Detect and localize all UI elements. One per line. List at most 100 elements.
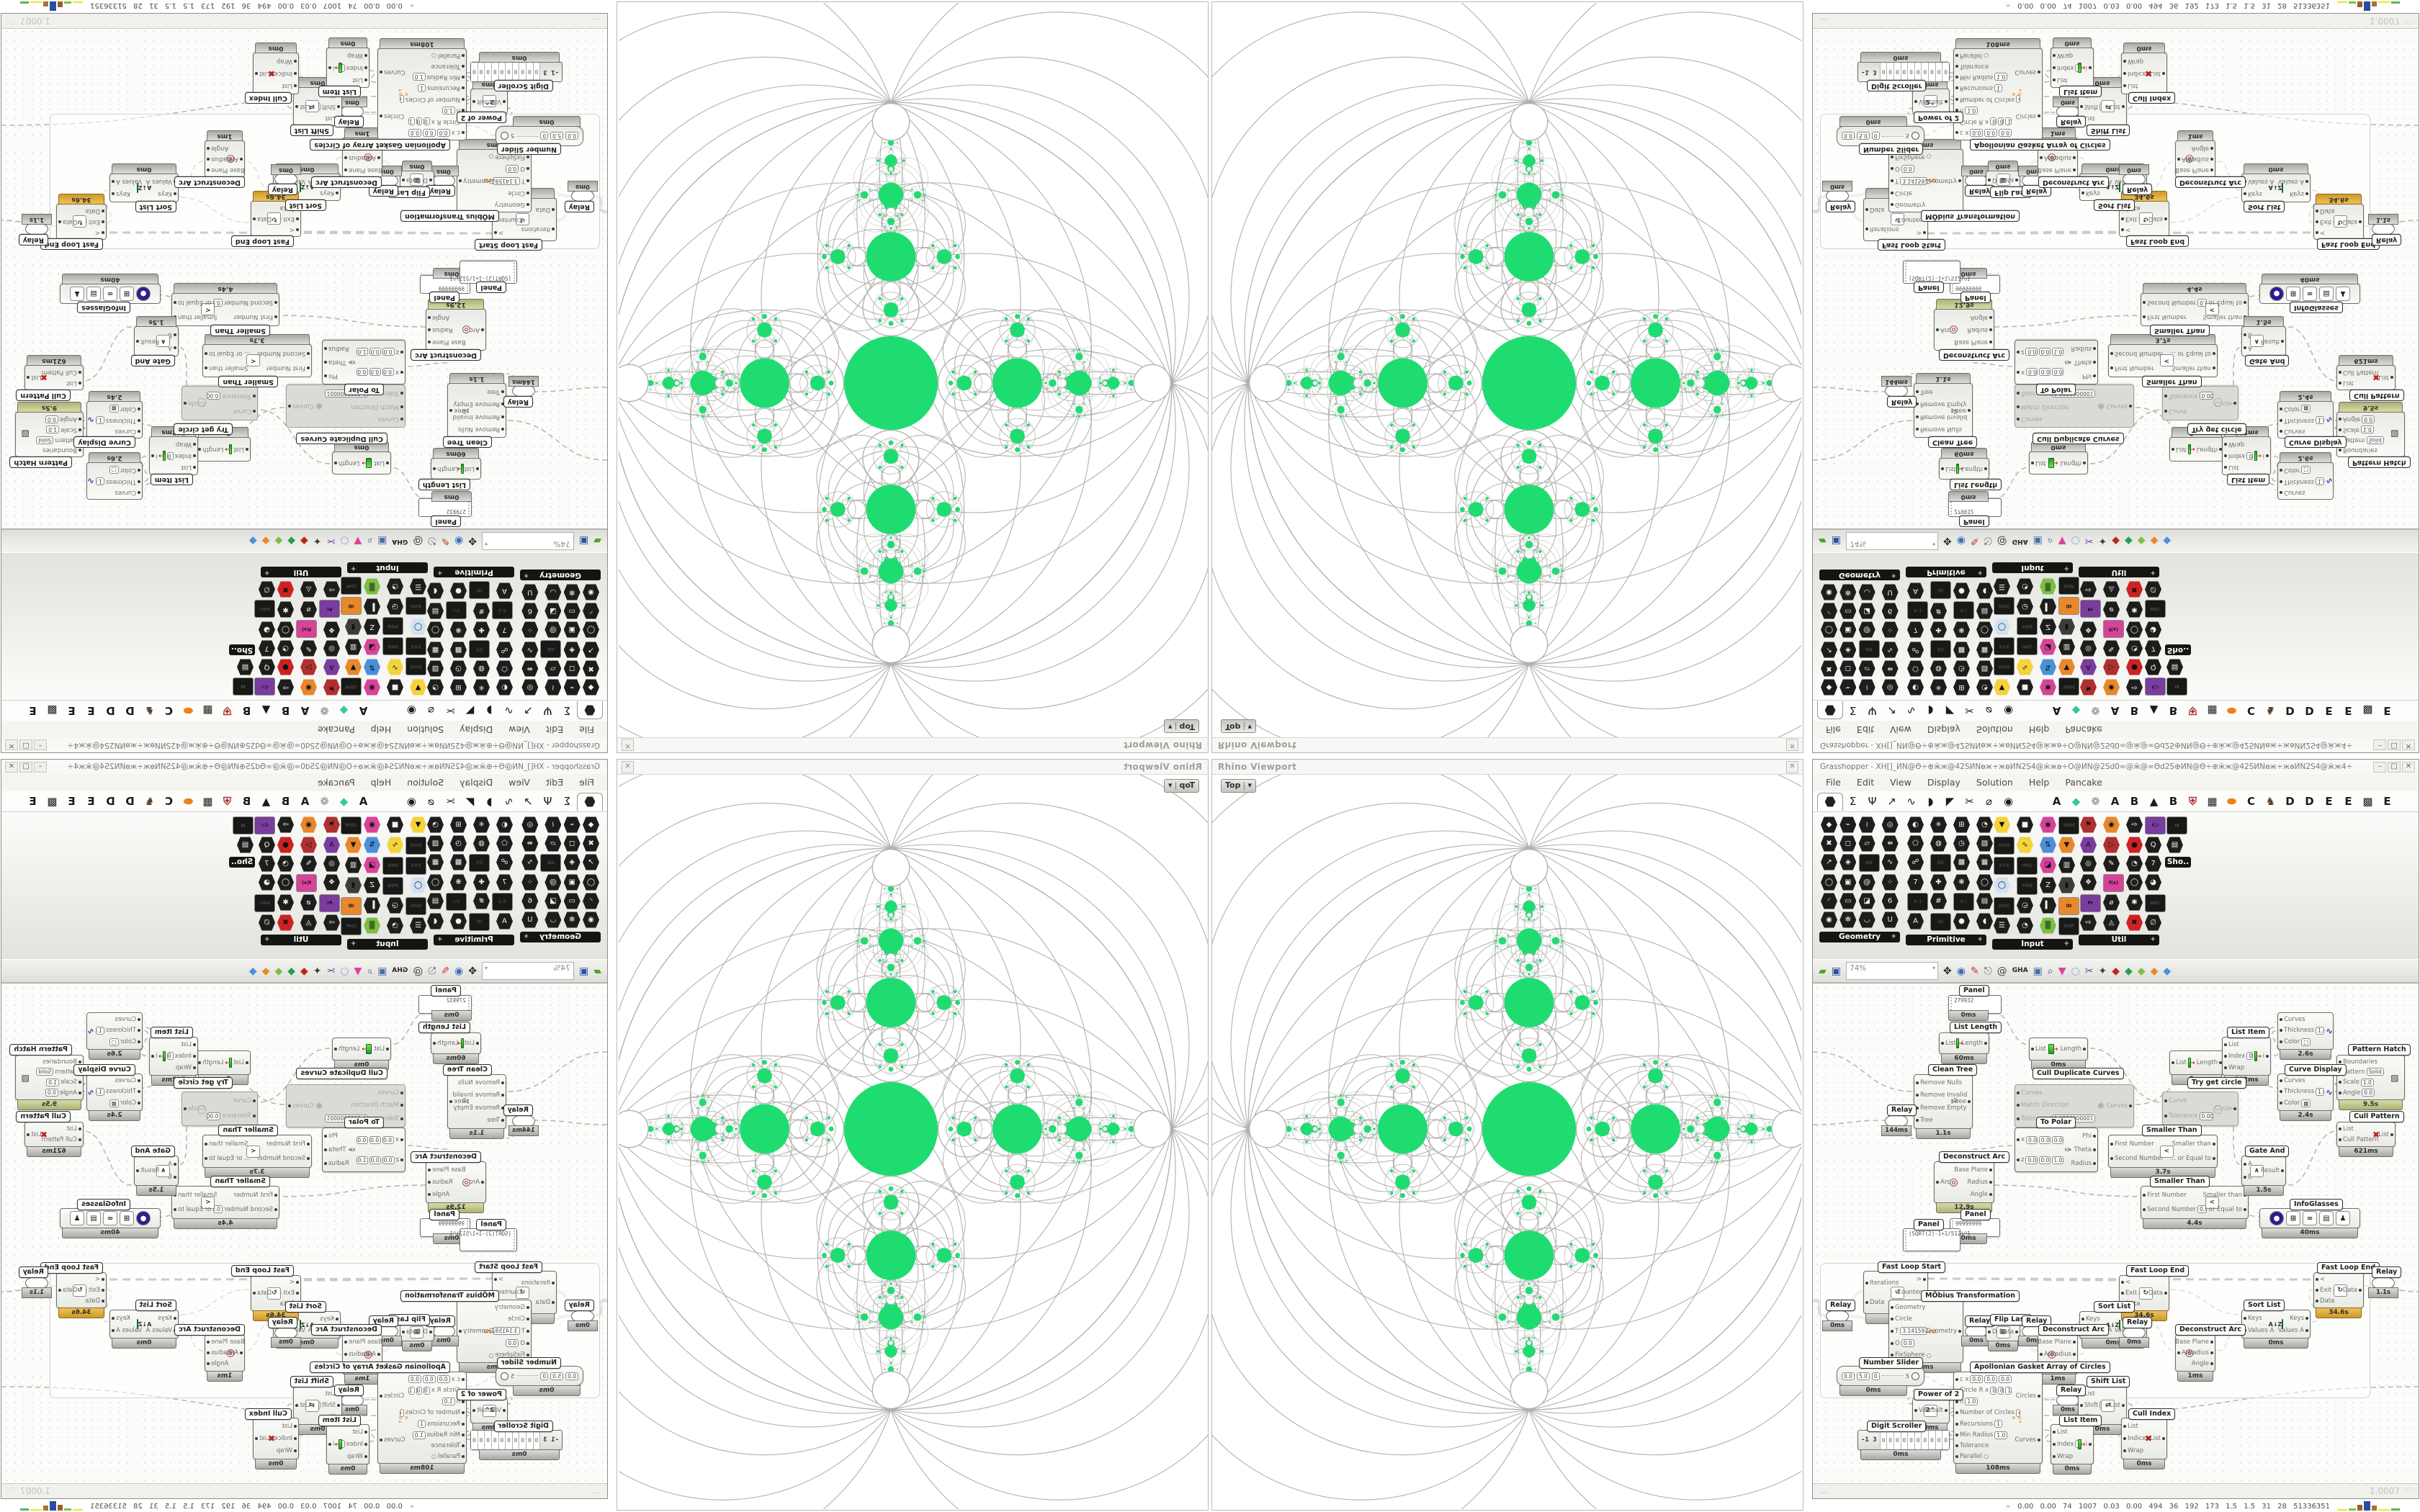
palette-icon[interactable]: ∿ <box>521 642 538 658</box>
palette-icon[interactable]: ▱ <box>544 660 561 677</box>
palette-icon[interactable]: ⊞ <box>1953 679 1970 696</box>
palette-icon[interactable]: 0.1 <box>1907 601 1928 619</box>
palette-icon[interactable]: ◔ <box>427 816 444 833</box>
resize-grip-icon[interactable]: ∷∷ <box>6 18 17 26</box>
palette-icon[interactable]: ⌁ <box>564 679 581 696</box>
save-file-icon[interactable]: ▣ <box>1831 965 1842 977</box>
palette-icon[interactable]: ABC <box>2145 600 2166 618</box>
grasshopper-canvas[interactable]: 279932 0ms List ➜ Length 60ms Remove Nulls Remo… <box>1813 983 2419 1484</box>
palette-icon[interactable]: 6 <box>1881 893 1899 909</box>
gem-green-icon[interactable]: ◆ <box>287 535 295 547</box>
tab-glyph-0[interactable]: Σ <box>563 704 571 717</box>
tab-plugin-8[interactable]: ▦ <box>2207 704 2218 717</box>
gh-component[interactable]: List Indices Wrap ✖ List 0ms <box>253 1418 299 1470</box>
palette-icon[interactable]: ◜ <box>583 603 599 619</box>
palette-icon[interactable]: ⬠ <box>1907 660 1924 677</box>
tab-plugin-1[interactable]: ◆ <box>2071 795 2081 808</box>
internalise-icon[interactable]: @ <box>413 965 424 977</box>
gem-lime-icon[interactable]: ◆ <box>274 535 283 547</box>
tab-glyph-0[interactable]: Σ <box>1849 795 1857 808</box>
palette-icon[interactable]: IMG <box>2017 637 2038 655</box>
palette-group-label[interactable]: Sho.. <box>2165 857 2191 868</box>
palette-group-label[interactable]: Sho.. <box>2165 644 2191 655</box>
palette-icon[interactable]: ◪ <box>544 893 561 909</box>
tab-glyph-3[interactable]: ∿ <box>504 795 514 808</box>
tab-plugin-16[interactable]: ▩ <box>2362 795 2373 808</box>
palette-icon[interactable]: ✱ <box>277 601 294 618</box>
tab-params[interactable] <box>1817 701 1843 720</box>
palette-icon[interactable]: ▭ <box>1839 893 1857 909</box>
tab-glyph-8[interactable]: ◉ <box>406 704 417 717</box>
palette-icon[interactable]: ⇻ <box>521 835 538 852</box>
gh-component[interactable]: GeometryCircleT3.1415926536O0.0FixSphere… <box>457 1300 532 1373</box>
viewport-tab-top[interactable]: Top|▾ <box>1221 719 1257 733</box>
tab-plugin-2[interactable]: ❁ <box>320 704 329 717</box>
palette-icon[interactable]: ◯ <box>410 877 426 894</box>
gh-component[interactable]: Arc ◎ Base Plane Radius Angle 12.9s <box>426 299 486 351</box>
expand-plus-icon[interactable]: + <box>264 936 270 943</box>
tab-plugin-5[interactable]: ▲ <box>261 704 271 717</box>
tab-plugin-5[interactable]: ▲ <box>261 795 271 808</box>
palette-icon[interactable]: ▥ <box>345 639 362 655</box>
palette-icon[interactable]: IMG <box>2017 857 2038 875</box>
zoom-extents-icon[interactable]: ✥ <box>1943 965 1952 977</box>
palette-icon[interactable]: ▤ <box>427 603 444 619</box>
palette-icon[interactable]: ◉ <box>1821 912 1837 928</box>
palette-icon[interactable]: ❖ <box>2080 621 2097 638</box>
tab-plugin-3[interactable]: A <box>2110 704 2120 717</box>
palette-icon[interactable]: ID <box>1930 581 1951 599</box>
palette-icon[interactable]: ⇨ <box>2080 581 2097 598</box>
palette-icon[interactable]: ◖ <box>427 582 444 599</box>
palette-icon[interactable]: ● <box>2126 837 2143 853</box>
palette-icon[interactable]: ◖ <box>427 913 444 930</box>
minimize-button[interactable]: – <box>2373 739 2386 750</box>
tab-glyph-6[interactable]: ✂ <box>446 795 455 808</box>
palette-icon[interactable]: @ <box>544 621 561 638</box>
palette-icon[interactable]: ◡ <box>544 584 561 600</box>
menu-display[interactable]: Display <box>1927 777 1960 788</box>
palette-icon[interactable]: ✻ <box>564 584 581 600</box>
palette-icon[interactable]: ☍ <box>1907 854 1924 870</box>
gh-component[interactable]: Boundaries Pattern Solid Scale 1.0 Angle 0.0 ▨ 9… <box>2336 402 2405 457</box>
palette-icon[interactable]: ◉ <box>364 679 380 696</box>
ink-drop-icon[interactable]: ✦ <box>2098 965 2107 977</box>
sketch-flame-icon[interactable]: ✎ <box>441 535 450 547</box>
palette-icon[interactable]: ◪ <box>364 857 380 873</box>
tab-plugin-0[interactable]: A <box>2052 795 2061 808</box>
zoom-level-combo[interactable]: 74% ▾ <box>481 532 574 550</box>
palette-icon[interactable]: ⊞ <box>1953 816 1970 833</box>
close-icon[interactable]: ✕ <box>622 739 634 751</box>
palette-icon[interactable]: 7 <box>1907 621 1924 638</box>
menu-display[interactable]: Display <box>460 777 493 788</box>
tab-plugin-6[interactable]: B <box>2169 795 2178 808</box>
screen-capture-icon[interactable]: ▣ <box>2033 535 2043 547</box>
palette-icon[interactable]: 7 <box>496 874 513 891</box>
palette-icon[interactable]: ◪ <box>2040 639 2056 655</box>
tab-glyph-2[interactable]: ↗ <box>1887 795 1896 808</box>
palette-icon[interactable]: ❋ <box>450 621 467 638</box>
tab-plugin-17[interactable]: E <box>2383 795 2391 808</box>
gh-number-slider[interactable]: 0.0 5.0 0 5 <box>1837 1366 1924 1386</box>
close-icon[interactable]: ✕ <box>1786 739 1798 751</box>
palette-icon[interactable]: ✳ <box>1930 816 1947 833</box>
jitter-icon[interactable]: ✂ <box>326 965 336 977</box>
palette-icon[interactable]: IMG <box>382 857 403 875</box>
palette-icon[interactable]: @ <box>544 874 561 891</box>
palette-icon[interactable]: ⇻ <box>521 660 538 677</box>
palette-icon[interactable]: ◔ <box>387 917 403 934</box>
tab-plugin-4[interactable]: B <box>2130 704 2139 717</box>
palette-group-label[interactable]: Primitive + <box>434 935 514 945</box>
palette-icon[interactable]: ◪ <box>1859 603 1876 619</box>
gh-component[interactable]: Boundaries Pattern Solid Scale 1.0 Angle 0.0 ▨ 9… <box>15 1055 84 1110</box>
gh-component[interactable]: Remove Nulls Remove Invalid Remove Empty Tr… <box>1914 373 1973 438</box>
palette-icon[interactable]: A <box>1907 913 1924 930</box>
